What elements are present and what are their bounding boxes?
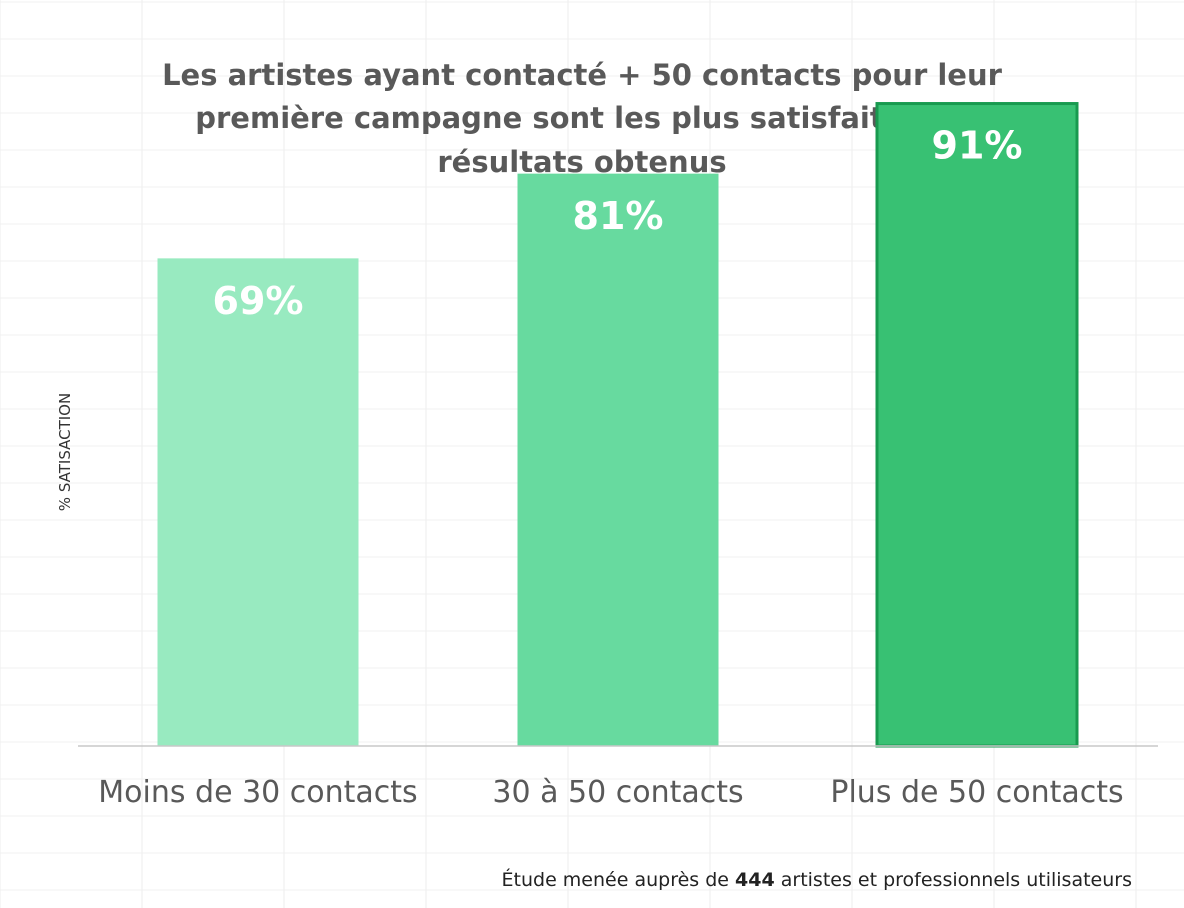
category-label-1: Moins de 30 contacts <box>98 775 417 810</box>
category-labels: Moins de 30 contacts 30 à 50 contacts Plus… <box>98 775 1123 810</box>
bar-2[interactable] <box>517 173 719 747</box>
chart-title-line-2: première campagne sont les plus satisfai… <box>195 101 968 135</box>
data-labels: 69% 81% 91% <box>213 124 1023 323</box>
data-label-2: 81% <box>573 194 664 238</box>
category-label-2: 30 à 50 contacts <box>492 775 743 810</box>
y-axis-label: % SATISACTION <box>56 393 74 511</box>
bar-1[interactable] <box>157 258 359 747</box>
bars <box>157 102 1079 748</box>
chart-title-line-3: résultats obtenus <box>437 145 726 179</box>
study-note-prefix: Étude menée auprès de <box>502 868 736 891</box>
bar-3[interactable] <box>875 102 1079 748</box>
data-label-3: 91% <box>932 124 1023 168</box>
study-note: Étude menée auprès de 444 artistes et pr… <box>502 868 1132 891</box>
category-label-3: Plus de 50 contacts <box>830 775 1123 810</box>
chart-title-line-1: Les artistes ayant contacté + 50 contact… <box>162 58 1003 92</box>
study-note-suffix: artistes et professionnels utilisateurs <box>775 869 1132 891</box>
data-label-1: 69% <box>213 279 304 323</box>
chart-title: Les artistes ayant contacté + 50 contact… <box>162 58 1003 179</box>
study-note-count: 444 <box>735 869 775 891</box>
